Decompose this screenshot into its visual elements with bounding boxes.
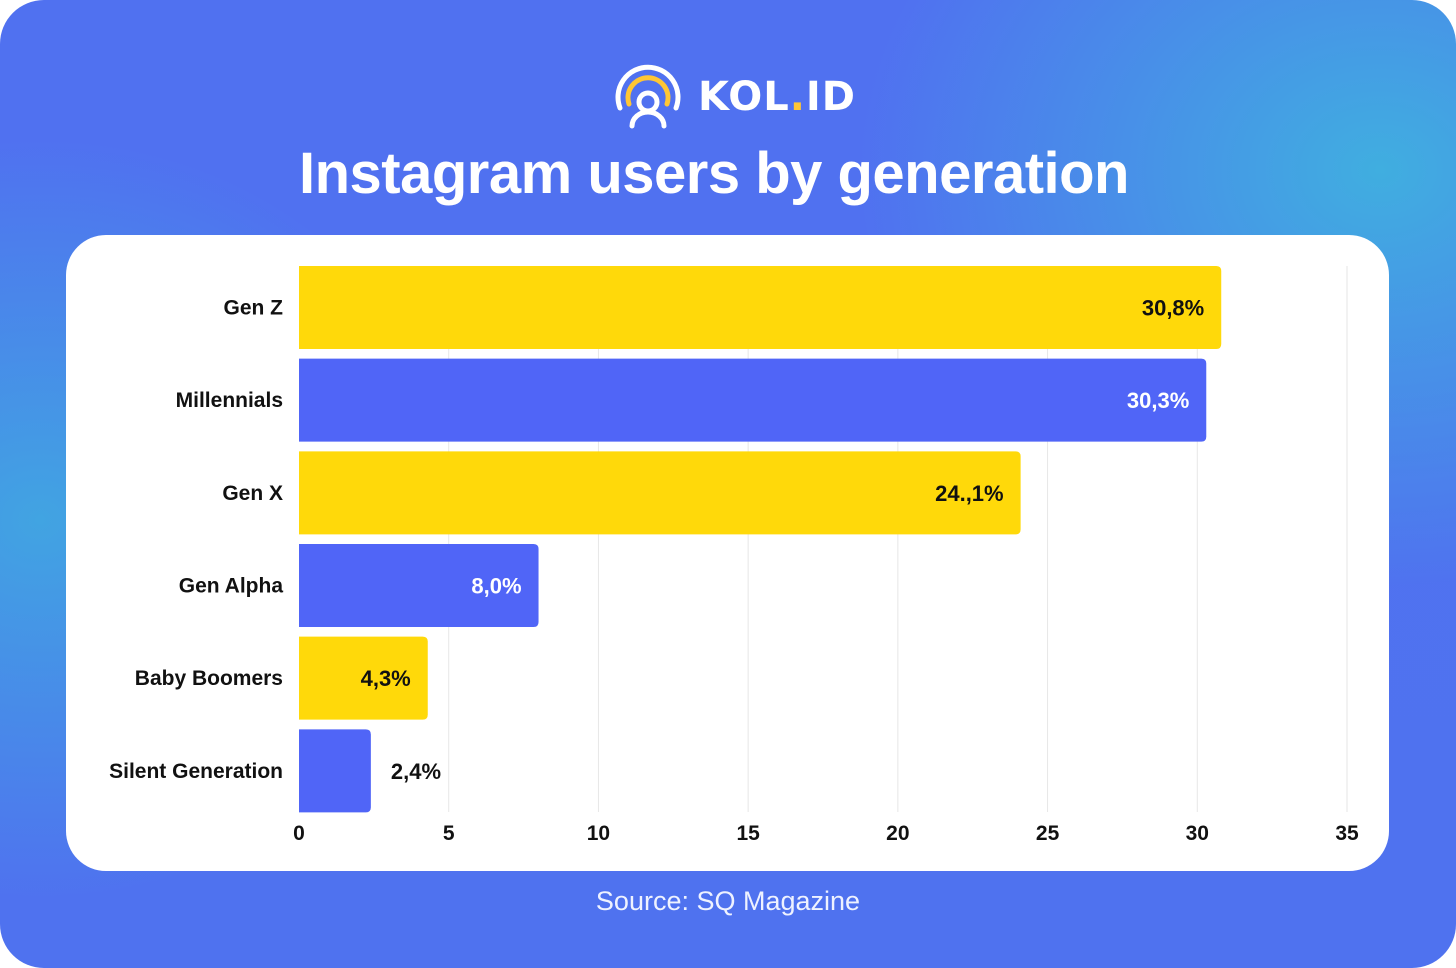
x-tick-label: 20 (886, 822, 909, 845)
bars (299, 266, 1222, 813)
category-label: Gen Alpha (179, 575, 284, 598)
value-label: 8,0% (471, 574, 521, 599)
source-note: Source: SQ Magazine (595, 886, 861, 916)
bar (299, 729, 371, 813)
x-tick-label: 25 (1036, 822, 1060, 845)
bar (299, 266, 1222, 349)
bar (299, 544, 539, 627)
x-tick-label: 10 (587, 822, 610, 845)
category-label: Gen Z (223, 297, 283, 320)
x-tick-label: 15 (736, 822, 760, 845)
value-label: 30,3% (1127, 388, 1189, 413)
x-tick-label: 35 (1335, 822, 1359, 845)
brand-name: KOL.ID (698, 74, 856, 120)
gridlines (448, 266, 1348, 812)
brand-logo: KOL.ID (612, 62, 856, 132)
x-tick-label: 30 (1186, 822, 1209, 845)
bar (299, 358, 1207, 442)
category-label: Millennials (176, 389, 283, 412)
bar (299, 451, 1021, 535)
x-tick-label: 5 (443, 822, 455, 845)
category-label: Gen X (222, 482, 283, 505)
value-label: 2,4% (391, 759, 441, 784)
category-labels: Gen Z Millennials Gen X Gen Alpha Baby Boome… (109, 297, 283, 783)
chart-title: Instagram users by generation (299, 141, 1129, 206)
x-tick-label: 0 (293, 822, 305, 845)
value-label: 4,3% (361, 666, 411, 691)
x-tick-labels: 0 5 10 15 20 25 30 35 (293, 822, 1359, 845)
category-label: Silent Generation (109, 760, 283, 783)
value-labels: 30,8% 30,3% 24.,1% 8,0% 4,3% 2,4% (361, 296, 1205, 784)
bar (299, 636, 428, 720)
value-label: 30,8% (1142, 296, 1204, 321)
value-label: 24.,1% (935, 481, 1004, 506)
broadcast-person-icon (615, 64, 681, 129)
category-label: Baby Boomers (135, 667, 283, 690)
